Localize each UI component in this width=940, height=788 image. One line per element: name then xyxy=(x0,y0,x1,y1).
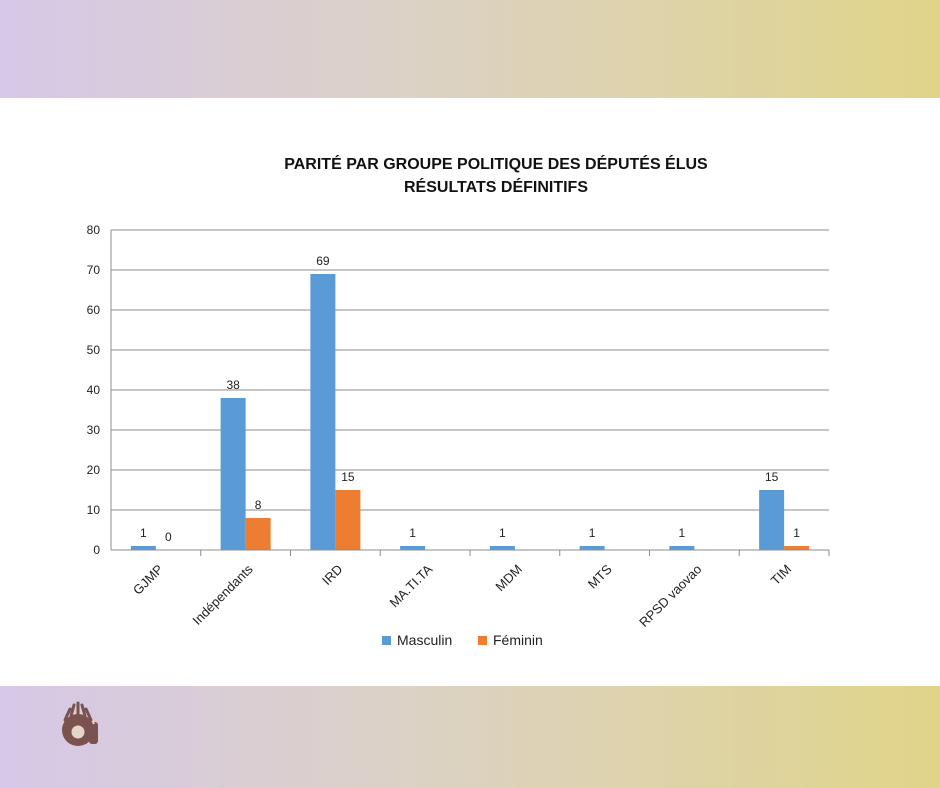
bar-feminin xyxy=(335,490,361,550)
bar-feminin xyxy=(784,546,810,550)
x-category-label: MDM xyxy=(492,562,525,595)
data-label: 0 xyxy=(165,530,172,544)
y-tick-label: 80 xyxy=(87,223,101,237)
chart-panel: PARITÉ PAR GROUPE POLITIQUE DES DÉPUTÉS … xyxy=(0,98,940,686)
y-tick-label: 40 xyxy=(87,383,101,397)
chart-title-line-2: RÉSULTATS DÉFINITIFS xyxy=(404,177,588,196)
bar-masculin xyxy=(310,274,336,550)
x-category-label: GJMP xyxy=(130,562,166,598)
bar-masculin xyxy=(579,546,605,550)
x-category-label: RPSD vaovao xyxy=(636,562,704,630)
legend-label-masculin: Masculin xyxy=(397,632,452,648)
data-label: 1 xyxy=(499,526,506,540)
legend-swatch-feminin xyxy=(478,636,487,645)
y-tick-label: 30 xyxy=(87,423,101,437)
bar-masculin xyxy=(489,546,515,550)
data-label: 1 xyxy=(679,526,686,540)
y-tick-label: 20 xyxy=(87,463,101,477)
data-label: 1 xyxy=(793,526,800,540)
y-tick-label: 50 xyxy=(87,343,101,357)
bar-masculin xyxy=(759,490,785,550)
radio-logo-icon xyxy=(61,701,98,746)
y-tick-label: 60 xyxy=(87,303,101,317)
legend-swatch-masculin xyxy=(382,636,391,645)
bar-masculin xyxy=(130,546,156,550)
bar-masculin xyxy=(400,546,426,550)
bar-chart: PARITÉ PAR GROUPE POLITIQUE DES DÉPUTÉS … xyxy=(87,154,830,648)
x-category-label: Indépendants xyxy=(189,561,256,628)
data-label: 38 xyxy=(226,378,240,392)
x-category-label: IRD xyxy=(319,562,345,588)
data-label: 15 xyxy=(765,470,779,484)
y-tick-label: 0 xyxy=(93,543,100,557)
bottom-decorative-band xyxy=(0,686,940,788)
bar-feminin xyxy=(245,518,271,550)
legend-label-feminin: Féminin xyxy=(493,632,543,648)
data-label: 15 xyxy=(341,470,355,484)
y-tick-label: 70 xyxy=(87,263,101,277)
data-label: 8 xyxy=(255,498,262,512)
x-category-label: MA.TI.TA xyxy=(387,561,436,610)
bar-masculin xyxy=(669,546,695,550)
data-label: 1 xyxy=(140,526,147,540)
top-decorative-band xyxy=(0,0,940,98)
data-label: 69 xyxy=(316,254,330,268)
bar-masculin xyxy=(220,398,246,550)
y-tick-label: 10 xyxy=(87,503,101,517)
chart-title-line-1: PARITÉ PAR GROUPE POLITIQUE DES DÉPUTÉS … xyxy=(284,154,708,173)
data-label: 1 xyxy=(409,526,416,540)
data-label: 1 xyxy=(589,526,596,540)
x-category-label: TIM xyxy=(768,562,794,588)
x-category-label: MTS xyxy=(585,561,615,591)
